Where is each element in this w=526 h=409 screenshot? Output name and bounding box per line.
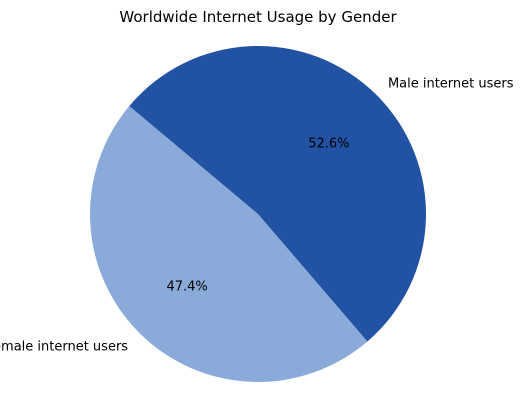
chart-title: Worldwide Internet Usage by Gender <box>119 8 397 26</box>
slice-label-male-internet-users: Male internet users <box>388 77 514 92</box>
slice-label-female-internet-users: Female internet users <box>0 339 128 354</box>
pct-label-male-internet-users: 52.6% <box>308 136 349 151</box>
pie-labels: 47.4% Female internet users 52.6% Male inte… <box>0 77 514 355</box>
pie-slice-female-internet-users <box>90 106 368 382</box>
pie-slice-male-internet-users <box>129 45 427 342</box>
pie-slices <box>90 45 427 382</box>
pct-label-female-internet-users: 47.4% <box>166 280 207 295</box>
